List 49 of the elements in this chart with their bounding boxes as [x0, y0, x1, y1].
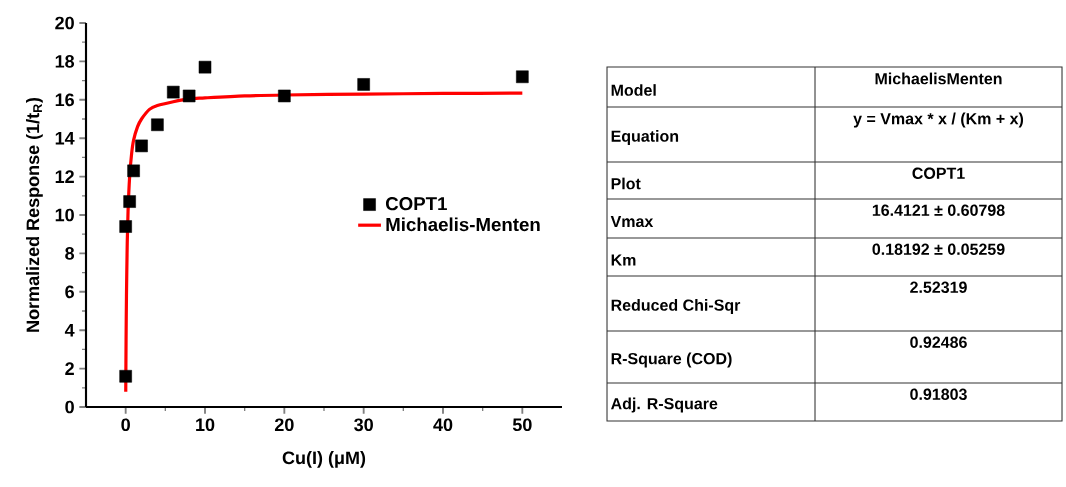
y-tick-label: 20: [55, 16, 74, 30]
text: Model: [611, 84, 656, 96]
point: [127, 164, 140, 178]
legend-label: COPT1: [385, 197, 447, 211]
y-tick-label: 8: [65, 247, 75, 260]
x-tick-label: 50: [512, 418, 532, 432]
text: Km: [611, 254, 636, 266]
text: 0.91803: [910, 388, 967, 400]
x-tick-label: 30: [354, 418, 373, 432]
point: [357, 78, 370, 91]
x-tick-label: 10: [196, 418, 215, 432]
text: Plot: [611, 177, 641, 190]
point: [167, 85, 180, 99]
y-tick-label: 18: [55, 55, 75, 68]
text: Adj. R-Square: [611, 397, 718, 413]
point: [119, 220, 132, 233]
point: [198, 60, 212, 74]
point: [135, 139, 148, 153]
text: Reduced Chi-Sqr: [611, 299, 741, 314]
text: 0.18192 ± 0.05259: [872, 243, 1005, 255]
y-tick-label: 0: [65, 400, 74, 414]
text: MichaelisMenten: [875, 72, 1002, 85]
y-axis-title: Normalized Response (1/t$_{R}$): [26, 97, 43, 332]
point: [123, 195, 136, 208]
y-tick-label: 12: [55, 170, 74, 183]
legend-label: Michaelis-Menten: [386, 217, 540, 232]
y-tick-label: 6: [65, 285, 74, 299]
text: y = Vmax * x / (Km + x): [853, 112, 1024, 128]
y-tick-label: 10: [55, 208, 74, 222]
y-tick-label: 2: [65, 362, 74, 375]
y-tick-label: 14: [55, 132, 75, 145]
text: R-Square (COD): [611, 352, 732, 368]
text: COPT1: [912, 167, 965, 179]
point: [151, 118, 164, 132]
text: Vmax: [610, 215, 654, 228]
text: Equation: [611, 130, 679, 145]
text: 2.52319: [910, 281, 967, 293]
point: [182, 89, 196, 103]
x-axis-title: Cu(I) (μM): [282, 450, 366, 468]
y-tick-label: 16: [55, 93, 74, 107]
x-tick-label: 20: [274, 418, 294, 432]
point: [516, 70, 529, 84]
point: [278, 89, 291, 103]
text: 0.92486: [910, 336, 967, 348]
x-tick-label: 40: [433, 418, 453, 432]
point: [119, 370, 132, 383]
text: 16.4121 ± 0.60798: [872, 204, 1005, 216]
y-tick-label: 4: [64, 324, 75, 337]
x-tick-label: 0: [121, 418, 130, 432]
